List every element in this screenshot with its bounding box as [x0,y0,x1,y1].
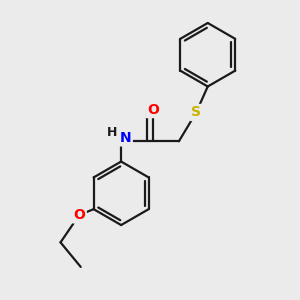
Text: O: O [147,103,159,117]
Text: O: O [73,208,85,222]
Text: H: H [107,126,118,139]
Text: N: N [120,131,131,145]
Text: S: S [191,106,201,119]
